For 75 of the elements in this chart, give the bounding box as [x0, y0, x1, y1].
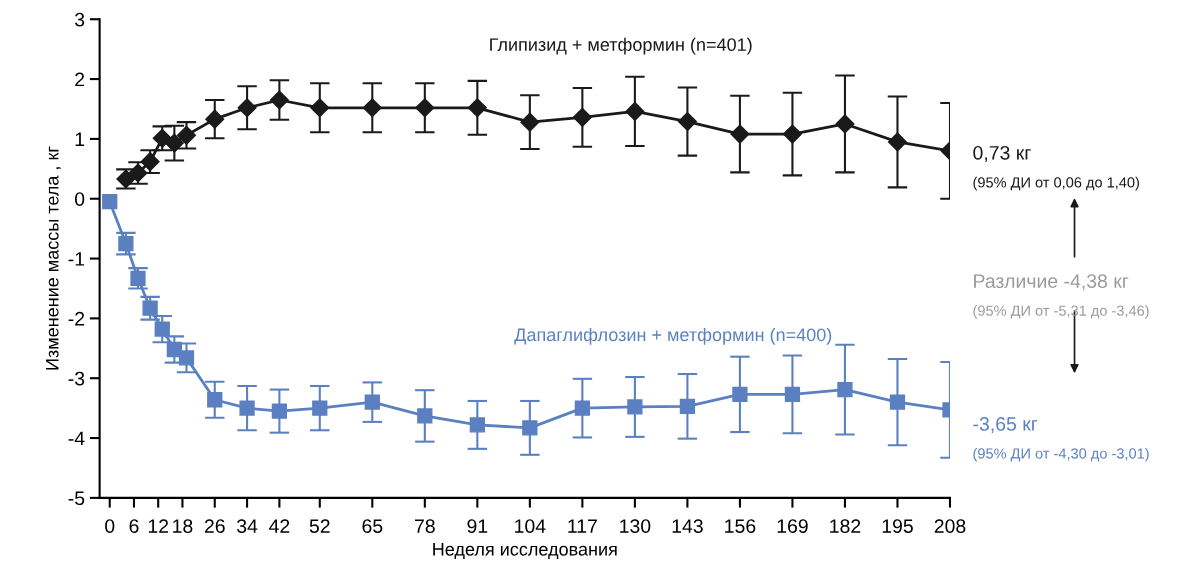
point: [239, 400, 255, 416]
point: [269, 90, 289, 110]
text: (95% ДИ от -5,31 до -3,46): [973, 305, 1149, 319]
point: [784, 386, 801, 403]
x-tick-label: 91: [467, 519, 488, 533]
x-tick-label: 42: [269, 519, 290, 533]
point: [467, 98, 487, 118]
y-tick-label: -4: [68, 431, 85, 446]
point: [417, 408, 433, 424]
y-tick-label: 3: [74, 12, 85, 27]
x-tick-label: 12: [148, 519, 169, 533]
y-tick-label: 1: [75, 132, 85, 146]
point: [164, 133, 184, 153]
x-tick-label: 26: [204, 519, 225, 533]
point: [207, 392, 223, 408]
point: [837, 381, 853, 398]
point: [469, 417, 485, 433]
point: [889, 394, 906, 410]
y-tick-label: -2: [68, 311, 85, 326]
point: [625, 101, 645, 121]
y-tick-label: -1: [68, 252, 85, 266]
x-tick-label: 117: [568, 519, 597, 533]
x-tick-label: 18: [173, 519, 193, 533]
x-tick-label: 195: [882, 519, 913, 533]
point: [627, 399, 643, 415]
point: [522, 420, 538, 436]
x-tick-label: 65: [362, 519, 383, 533]
x-tick-label: 143: [672, 519, 703, 533]
y-axis-title: Изменение массы тела , кг: [46, 146, 61, 370]
x-tick-label: 52: [309, 519, 330, 533]
text: -3,65 кг: [973, 417, 1038, 434]
point: [835, 114, 855, 134]
point: [572, 107, 592, 127]
point: [312, 400, 328, 416]
point: [142, 300, 158, 316]
point: [415, 98, 435, 118]
text: (95% ДИ от 0,06 до 1,40): [973, 176, 1139, 191]
point: [205, 109, 225, 129]
y-tick-label: -3: [68, 371, 85, 386]
point: [887, 132, 908, 152]
point: [679, 398, 696, 414]
y-tick-label: 0: [74, 192, 85, 206]
text: Глипизид + метформин (n=401): [490, 37, 752, 55]
point: [178, 350, 195, 366]
point: [310, 98, 330, 118]
text: 0,73 кг: [973, 145, 1031, 163]
point: [271, 403, 288, 419]
point: [237, 98, 257, 118]
x-tick-label: 169: [777, 519, 808, 533]
x-tick-label: 156: [725, 519, 756, 533]
x-tick-label: 208: [934, 519, 966, 533]
point: [364, 394, 380, 410]
point: [102, 194, 118, 210]
y-tick-label: 2: [75, 72, 85, 87]
x-tick-label: 130: [620, 519, 651, 533]
point: [520, 112, 540, 132]
point: [730, 124, 750, 144]
text: (95% ДИ от -4,30 до -3,01): [973, 447, 1149, 462]
point: [782, 124, 802, 144]
x-tick-label: 34: [237, 519, 258, 533]
text: Дапаглифлозин + метформин (n=400): [514, 327, 832, 345]
point: [677, 112, 697, 132]
x-tick-label: 182: [830, 519, 861, 533]
point: [574, 400, 591, 416]
point: [732, 386, 748, 403]
x-axis-title: Неделя исследования: [433, 543, 617, 560]
point: [362, 98, 382, 118]
y-tick-label: -5: [68, 491, 85, 506]
point: [176, 125, 197, 145]
x-tick-label: 104: [515, 519, 546, 533]
point: [154, 321, 170, 337]
x-tick-label: 6: [129, 519, 139, 533]
x-tick-label: 0: [105, 519, 115, 533]
x-tick-label: 78: [415, 519, 435, 533]
text: Различие -4,38 кг: [974, 274, 1129, 291]
